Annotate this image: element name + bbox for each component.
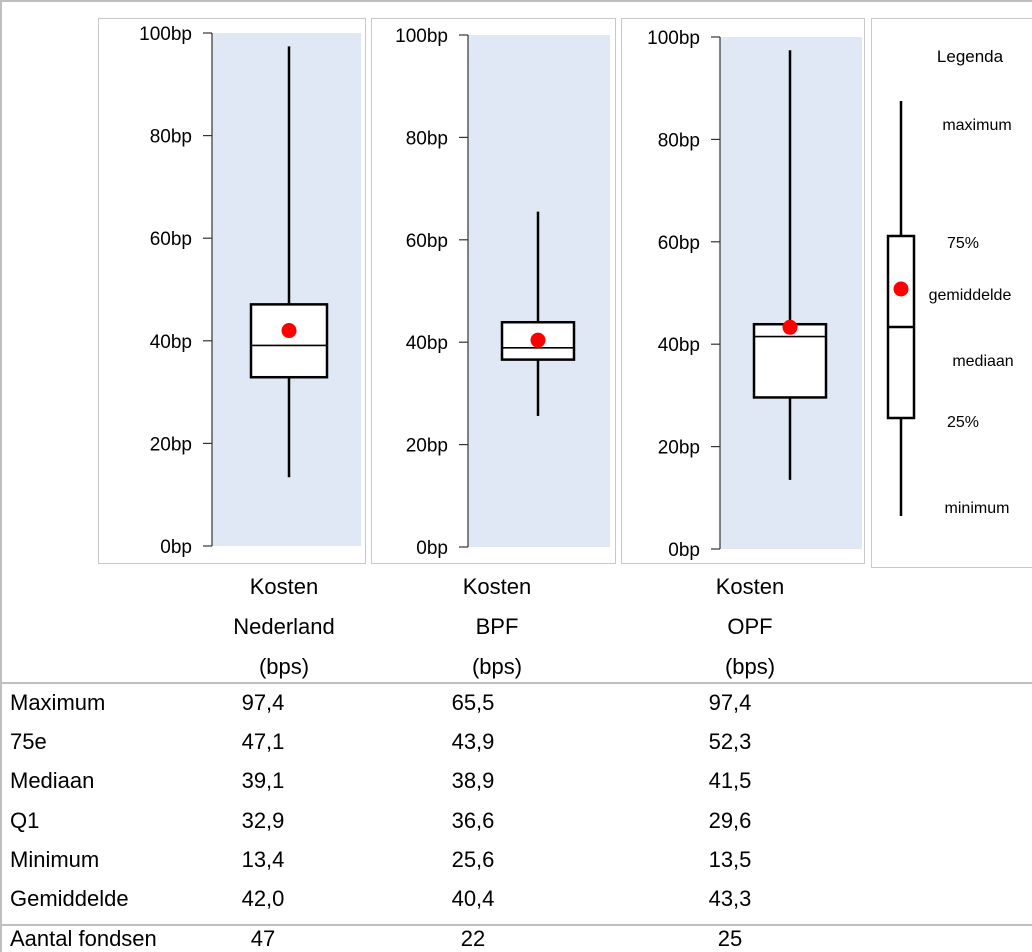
y-tick-label: 20bp xyxy=(406,436,448,457)
legend-mean-marker xyxy=(893,281,909,297)
table-cell: 52,3 xyxy=(708,729,752,754)
y-tick-label: 80bp xyxy=(406,128,448,149)
legend-label-maximum: maximum xyxy=(942,117,1011,134)
legend-title: Legenda xyxy=(937,47,1004,66)
mean-marker-opf xyxy=(782,319,798,335)
table-cell: 29,6 xyxy=(708,808,752,833)
table-cell: 42,0 xyxy=(241,886,285,911)
category-label-line: OPF xyxy=(727,614,773,639)
y-tick-label: 100bp xyxy=(647,28,700,49)
mean-marker-bpf xyxy=(530,332,546,348)
y-tick-label: 60bp xyxy=(658,233,700,254)
plot-area-nederland xyxy=(212,33,361,546)
table-cell: 36,6 xyxy=(451,808,495,833)
category-label-bpf: Kosten BPF (bps) xyxy=(397,567,597,687)
table-cell: 13,5 xyxy=(708,847,752,872)
category-label-line: (bps) xyxy=(471,654,523,679)
category-label-line: Kosten xyxy=(462,574,532,599)
y-tick-label: 40bp xyxy=(150,332,192,353)
category-label-line: Kosten xyxy=(715,574,785,599)
table-row-label-gemiddelde: Gemiddelde xyxy=(10,886,129,911)
legend-label-mean: gemiddelde xyxy=(929,287,1012,304)
table-cell: 25,6 xyxy=(451,847,495,872)
table-top-border xyxy=(0,682,1032,684)
legend-label-minimum: minimum xyxy=(945,500,1010,517)
table-cell: 65,5 xyxy=(451,690,495,715)
table-cell: 39,1 xyxy=(241,768,285,793)
table-row-label-mediaan: Mediaan xyxy=(10,768,95,793)
table-cell: 22 xyxy=(460,926,486,951)
table-cell: 47,1 xyxy=(241,729,285,754)
y-tick-label: 60bp xyxy=(150,229,192,250)
table-cell: 97,4 xyxy=(241,690,285,715)
y-tick-label: 100bp xyxy=(139,24,192,45)
table-row-label-maximum: Maximum xyxy=(10,690,106,715)
table-row-label-q1: Q1 xyxy=(10,808,40,833)
table-cell: 43,9 xyxy=(451,729,495,754)
box-nederland xyxy=(249,303,329,379)
table-row-label-aantal-fondsen: Aantal fondsen xyxy=(10,926,157,951)
y-tick-label: 0bp xyxy=(416,538,448,559)
table-cell: 47 xyxy=(250,926,276,951)
table-footer-border xyxy=(0,924,1032,926)
frame-left-border xyxy=(0,0,2,952)
table-cell: 32,9 xyxy=(241,808,285,833)
category-label-line: (bps) xyxy=(258,654,310,679)
y-tick-label: 20bp xyxy=(658,438,700,459)
category-label-line: Nederland xyxy=(233,614,335,639)
category-label-line: Kosten xyxy=(249,574,319,599)
category-label-opf: Kosten OPF (bps) xyxy=(650,567,850,687)
table-row-label-minimum: Minimum xyxy=(10,847,100,872)
y-tick-label: 0bp xyxy=(668,540,700,561)
table-cell: 41,5 xyxy=(708,768,752,793)
y-tick-label: 60bp xyxy=(406,231,448,252)
category-label-line: BPF xyxy=(475,614,519,639)
table-cell: 13,4 xyxy=(241,847,285,872)
box-opf xyxy=(752,322,828,399)
frame-top-border xyxy=(0,0,1032,2)
y-tick-label: 0bp xyxy=(160,537,192,558)
table-cell: 43,3 xyxy=(708,886,752,911)
y-tick-label: 40bp xyxy=(406,333,448,354)
table-cell: 40,4 xyxy=(451,886,495,911)
mean-marker-nederland xyxy=(281,323,297,339)
table-row-label-75e: 75e xyxy=(10,729,47,754)
legend-label-q3: 75% xyxy=(947,235,979,252)
y-tick-label: 80bp xyxy=(658,130,700,151)
category-label-line: (bps) xyxy=(724,654,776,679)
legend-label-median: mediaan xyxy=(952,353,1013,370)
y-tick-label: 20bp xyxy=(150,434,192,455)
table-cell: 25 xyxy=(717,926,743,951)
table-cell: 38,9 xyxy=(451,768,495,793)
y-tick-label: 80bp xyxy=(150,127,192,148)
legend-label-q1: 25% xyxy=(947,414,979,431)
category-label-nederland: Kosten Nederland (bps) xyxy=(184,567,384,687)
table-cell: 97,4 xyxy=(708,690,752,715)
y-tick-label: 40bp xyxy=(658,335,700,356)
y-tick-label: 100bp xyxy=(395,26,448,47)
